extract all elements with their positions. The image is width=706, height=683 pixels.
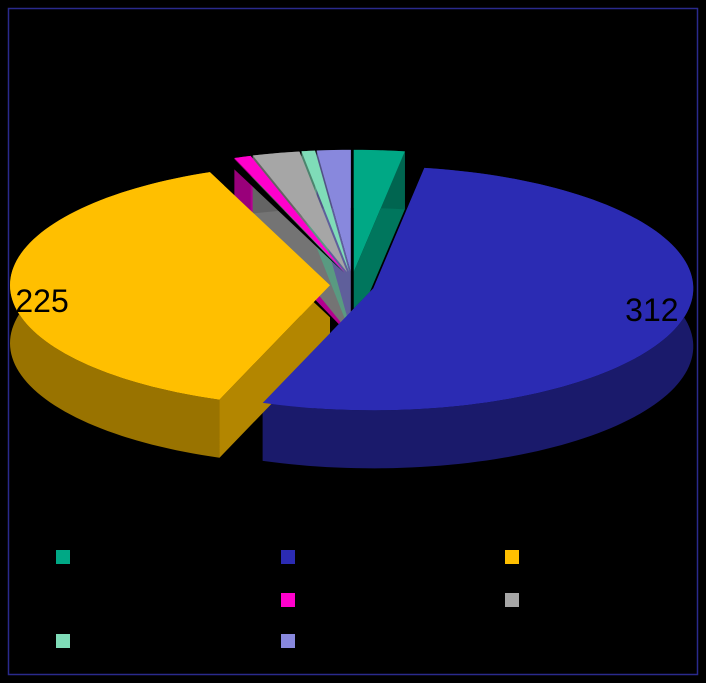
chart-border (7, 7, 699, 676)
legend-swatch (281, 593, 295, 607)
legend-swatch (56, 593, 70, 607)
slice (316, 149, 351, 272)
data-label: 312 (625, 292, 678, 328)
slice (223, 158, 345, 273)
legend-swatch (281, 634, 295, 648)
legend-swatch (505, 593, 519, 607)
legend-swatch (281, 550, 295, 564)
legend-swatch (56, 634, 70, 648)
slice (234, 155, 345, 273)
legend-swatch (56, 550, 70, 564)
slice-wall (219, 285, 331, 458)
legend (56, 550, 519, 648)
slice (353, 149, 405, 272)
slice (252, 151, 348, 273)
slice (262, 167, 694, 411)
slice-tops (10, 149, 694, 411)
legend-swatch (505, 550, 519, 564)
data-labels: 312 225 (15, 283, 678, 328)
data-label: 225 (15, 283, 68, 319)
slice (301, 150, 350, 272)
slice (10, 172, 331, 400)
